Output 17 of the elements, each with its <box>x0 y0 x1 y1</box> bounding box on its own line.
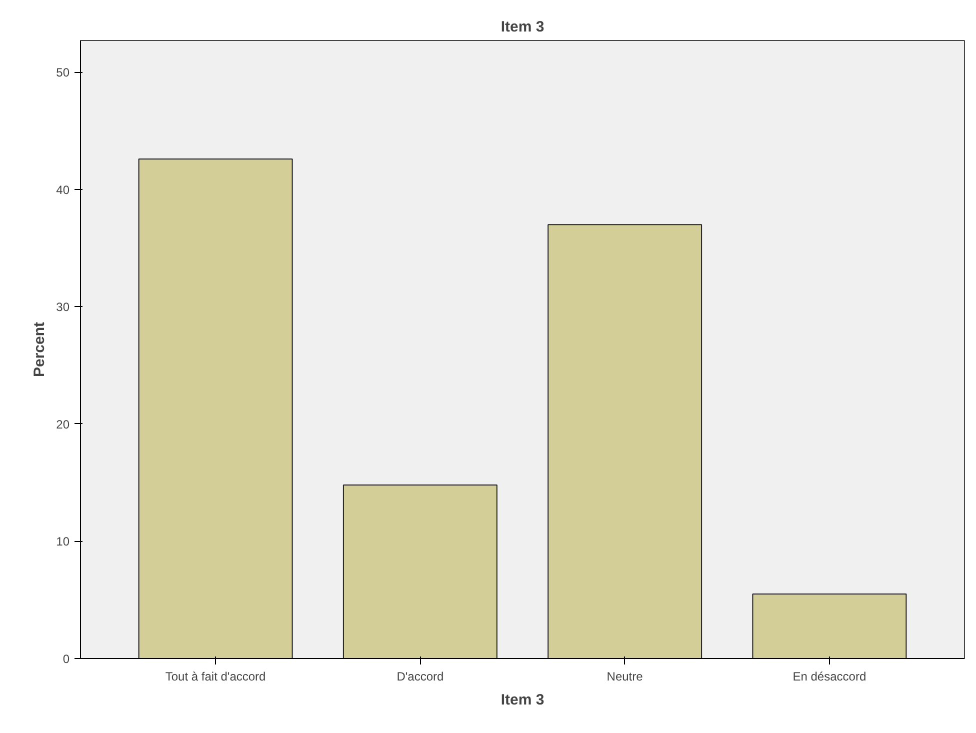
bar <box>342 484 498 658</box>
bar <box>752 594 907 658</box>
y-tick-label: 40 <box>56 182 70 197</box>
chart-title: Item 3 <box>500 18 544 36</box>
x-tick-label: D'accord <box>396 670 444 684</box>
x-tick-label: En désaccord <box>792 670 866 684</box>
y-tick-label: 10 <box>56 534 70 549</box>
y-tick-label: 20 <box>56 417 70 432</box>
x-tick-label: Tout à fait d'accord <box>165 670 266 684</box>
y-tick-label: 0 <box>62 652 70 666</box>
y-tick-label: 50 <box>56 66 70 80</box>
y-tick-label: 30 <box>56 300 70 314</box>
bar <box>138 158 293 658</box>
y-axis-title: Percent <box>31 322 48 378</box>
x-axis-title: Item 3 <box>500 692 544 708</box>
x-tick-label: Neutre <box>606 670 644 684</box>
bar <box>548 224 702 658</box>
